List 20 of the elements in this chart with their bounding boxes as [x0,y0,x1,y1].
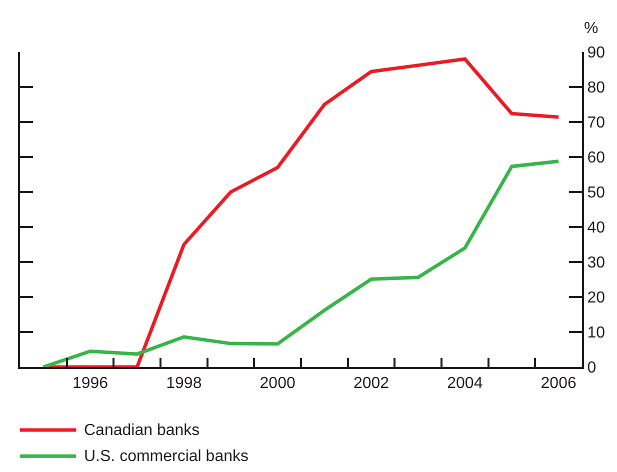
x-tick-label: 2000 [260,375,296,392]
y-tick-label: 30 [587,254,606,272]
y-tick-label: 0 [587,360,596,377]
x-tick-label: 2002 [353,375,390,392]
y-tick-label: 40 [587,220,606,237]
y-tick-label: 90 [587,44,606,62]
y-tick-label: 60 [587,150,606,167]
y-axis-title: % [584,20,598,37]
y-tick-label: 50 [587,184,606,202]
x-tick-label: 1996 [72,375,108,392]
x-tick-label: 2004 [447,375,483,392]
y-tick-label: 10 [587,324,606,342]
y-tick-label: 80 [587,80,606,97]
y-tick-label: 70 [587,114,606,132]
legend-label: Canadian banks [84,422,200,439]
x-tick-label: 1998 [166,375,202,392]
line-series [42,159,560,367]
x-tick-label: 2006 [540,375,576,392]
y-tick-label: 20 [587,290,606,307]
legend-label: U.S. commercial banks [84,448,248,465]
